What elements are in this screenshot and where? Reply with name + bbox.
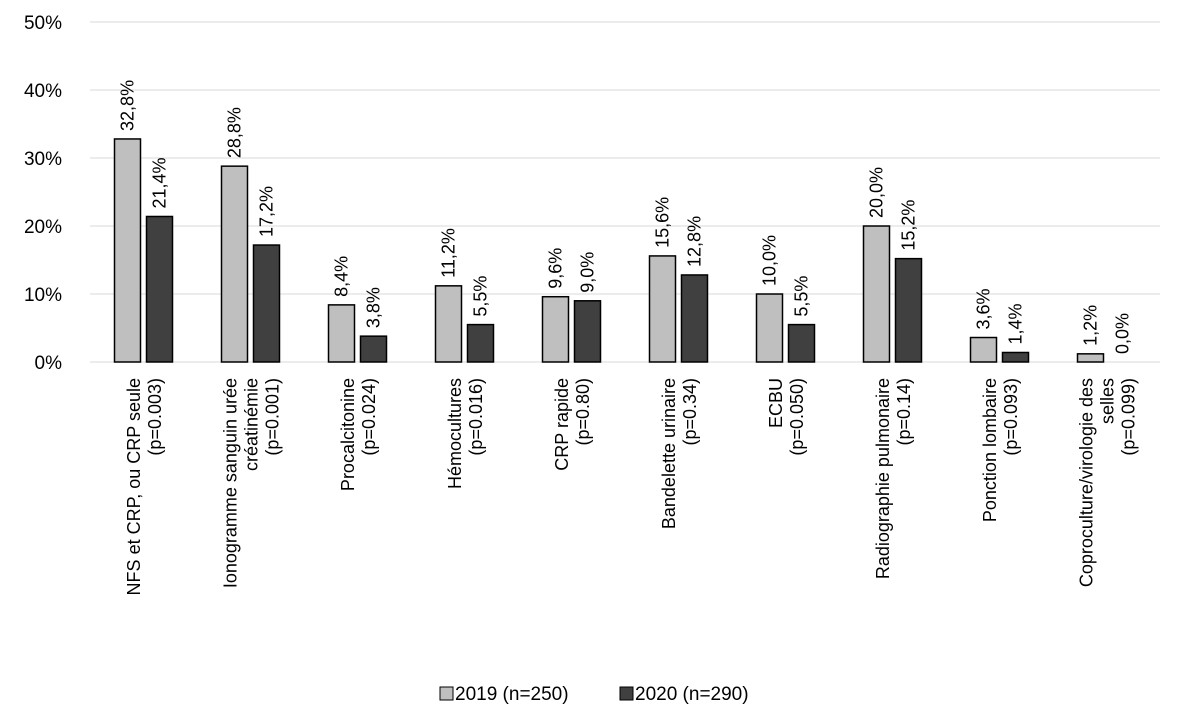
data-label: 1,4% (1006, 303, 1026, 344)
bar (541, 295, 570, 363)
data-label: 21,4% (150, 157, 170, 208)
y-tick-label: 10% (24, 285, 62, 306)
data-label: 10,0% (760, 235, 780, 286)
category-label-line: (p=0.050) (787, 378, 807, 456)
category-label-line: (p=0.003) (145, 378, 165, 456)
y-tick-label: 50% (24, 13, 62, 34)
category-label: Radiographie pulmonaire (p=0.14) (873, 378, 914, 579)
bar (573, 300, 602, 363)
category-label-line: Coproculture/virologie des (1077, 378, 1097, 587)
category-label-line: (p=0.099) (1119, 378, 1139, 456)
bar (787, 323, 816, 363)
category-label-line: (p=0.80) (573, 378, 593, 446)
category-label: ECBU (p=0.050) (766, 378, 807, 456)
category-label-line: CRP rapide (552, 378, 572, 471)
bars (113, 138, 1105, 363)
category-label-line: (p=0.34) (680, 378, 700, 446)
data-label: 1,2% (1081, 305, 1101, 346)
bar (1001, 351, 1030, 363)
bar (434, 285, 463, 363)
category-label: Ponction lombaire (p=0.093) (980, 378, 1021, 522)
data-label: 15,6% (653, 197, 673, 248)
category-label-line: Radiographie pulmonaire (873, 378, 893, 579)
data-label: 3,8% (364, 287, 384, 328)
data-label: 11,2% (439, 228, 459, 278)
legend-swatch (439, 686, 454, 701)
data-label: 8,4% (332, 256, 352, 297)
bar (145, 215, 174, 363)
y-tick-label: 40% (24, 81, 62, 102)
category-label: Coproculture/virologie des selles (p=0.099… (1077, 378, 1139, 587)
category-label-line: ECBU (766, 378, 786, 428)
category-label: CRP rapide (p=0.80) (552, 378, 593, 471)
bar (894, 257, 923, 363)
category-label-line: (p=0.14) (894, 378, 914, 446)
legend: 2019 (n=250) 2020 (n=290) (439, 684, 749, 705)
category-label: Ionogramme sanguin urée créatinémie (p=0.0… (221, 378, 283, 588)
data-label: 5,5% (792, 276, 812, 317)
category-label: NFS et CRP, ou CRP seule (p=0.003) (124, 378, 165, 595)
data-label: 12,8% (685, 216, 705, 267)
category-label-line: Ponction lombaire (980, 378, 1000, 522)
data-label: 17,2% (257, 186, 277, 237)
bar (755, 293, 784, 363)
data-label: 32,8% (118, 80, 138, 131)
y-tick-label: 30% (24, 149, 62, 170)
bar (466, 323, 495, 363)
category-label-line: (p=0.016) (466, 378, 486, 456)
data-label: 9,6% (546, 248, 566, 289)
bar (220, 165, 249, 363)
category-label-line: Procalcitonine (338, 378, 358, 491)
data-label: 20,0% (867, 167, 887, 218)
data-label: 15,2% (899, 200, 919, 251)
legend-swatch (619, 686, 634, 701)
bar (862, 225, 891, 363)
bar (359, 335, 388, 363)
bar (680, 274, 709, 363)
data-label: 9,0% (578, 252, 598, 293)
bar (252, 244, 281, 363)
category-label-line: selles (1098, 378, 1118, 424)
y-axis-ticks: 0% 10% 20% 30% 40% 50% (24, 13, 62, 374)
category-label-line: NFS et CRP, ou CRP seule (124, 378, 144, 595)
category-label: Hémocultures (p=0.016) (445, 378, 486, 489)
bar (327, 304, 356, 363)
category-labels: NFS et CRP, ou CRP seule (p=0.003) Ionogra… (124, 378, 1139, 595)
category-label-line: (p=0.093) (1001, 378, 1021, 456)
category-label-line: (p=0.001) (263, 378, 283, 456)
category-label-line: créatinémie (242, 378, 262, 471)
bar (969, 336, 998, 363)
bar (113, 138, 142, 363)
data-label: 3,6% (974, 288, 994, 329)
data-labels: 32,8% 21,4% 28,8% 17,2% 8,4% 3,8% 11,2% 5,5% 9,6… (118, 80, 1133, 354)
y-tick-label: 20% (24, 217, 62, 238)
legend-label: 2020 (n=290) (635, 684, 749, 705)
bar (1076, 353, 1105, 363)
category-label-line: Bandelette urinaire (659, 378, 679, 529)
y-tick-label: 0% (35, 353, 63, 374)
category-label: Bandelette urinaire (p=0.34) (659, 378, 700, 529)
legend-label: 2019 (n=250) (455, 684, 569, 705)
bar (648, 255, 677, 363)
data-label: 0,0% (1113, 313, 1133, 354)
data-label: 5,5% (471, 276, 491, 317)
data-label: 28,8% (225, 107, 245, 158)
gridlines (90, 21, 1160, 363)
category-label-line: Ionogramme sanguin urée (221, 378, 241, 588)
category-label: Procalcitonine (p=0.024) (338, 378, 379, 491)
category-label-line: (p=0.024) (359, 378, 379, 456)
category-label-line: Hémocultures (445, 378, 465, 489)
